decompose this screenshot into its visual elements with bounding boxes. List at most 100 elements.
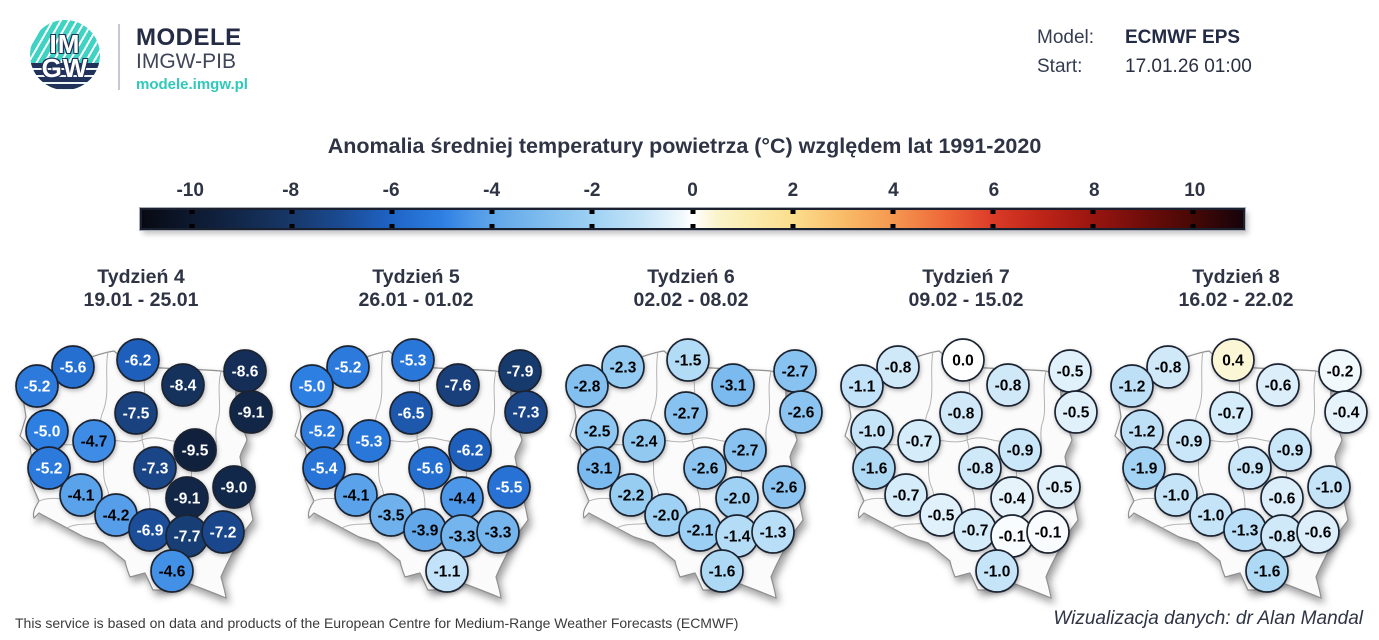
- anomaly-value: -0.9: [1007, 443, 1034, 460]
- poland-map: -2.3 -1.5 -3.1 -2.7 -2.8 -2.7 -2.6 -2.5 -2.4 -2.7…: [565, 338, 823, 621]
- colorbar-notch: [589, 210, 595, 214]
- anomaly-circle: [389, 391, 433, 435]
- anomaly-circle: [1037, 465, 1081, 509]
- anomaly-circle: [779, 390, 823, 434]
- colorbar-notch: [890, 224, 896, 228]
- anomaly-circle: [391, 338, 435, 382]
- anomaly-value: -4.4: [449, 491, 476, 508]
- anomaly-value: -0.5: [1063, 405, 1090, 422]
- anomaly-value: -1.1: [849, 379, 876, 396]
- anomaly-value: -2.6: [788, 405, 815, 422]
- anomaly-circle: [1146, 345, 1190, 389]
- anomaly-value: -1.0: [984, 564, 1011, 581]
- colorbar-tick-label: -10: [176, 180, 204, 201]
- anomaly-circle: [1211, 338, 1255, 382]
- start-value: 17.01.26 01:00: [1125, 56, 1252, 77]
- anomaly-circle: [212, 465, 256, 509]
- anomaly-circle: [1245, 549, 1289, 593]
- visualization-credit: Wizualizacja danych: dr Alan Mandal: [1053, 608, 1363, 629]
- model-value: ECMWF EPS: [1125, 27, 1241, 48]
- anomaly-circle: [290, 364, 334, 408]
- anomaly-circle: [347, 419, 391, 463]
- anomaly-value: -1.6: [861, 461, 888, 478]
- colorbar-notch: [289, 210, 295, 214]
- anomaly-circle: [1026, 510, 1070, 554]
- week-title: Tydzień 4: [97, 266, 185, 288]
- anomaly-value: -0.9: [1277, 443, 1304, 460]
- colorbar-notch: [489, 224, 495, 228]
- anomaly-value: -8.4: [170, 378, 197, 395]
- anomaly-value: -0.5: [1057, 364, 1084, 381]
- page-title: Anomalia średniej temperatury powietrza …: [327, 134, 1042, 158]
- anomaly-value: -9.0: [221, 480, 248, 497]
- colorbar-tick-label: 4: [888, 180, 899, 201]
- anomaly-value: -0.8: [995, 378, 1022, 395]
- colorbar-tick-label: 10: [1184, 180, 1206, 201]
- anomaly-value: -7.5: [123, 406, 150, 423]
- anomaly-circle: [1154, 473, 1198, 517]
- anomaly-value: -0.4: [999, 491, 1026, 508]
- week-dates: 09.02 - 15.02: [908, 289, 1024, 311]
- anomaly-circle: [408, 446, 452, 490]
- anomaly-circle: [852, 446, 896, 490]
- week-title: Tydzień 8: [1192, 266, 1280, 288]
- anomaly-value: -0.6: [1305, 525, 1332, 542]
- colorbar-tick-label: -6: [382, 180, 400, 201]
- anomaly-value: -3.1: [586, 461, 613, 478]
- anomaly-value: -2.1: [687, 523, 714, 540]
- data-attribution: This service is based on data and produc…: [15, 615, 739, 631]
- anomaly-value: -0.4: [1333, 405, 1360, 422]
- anomaly-value: -2.5: [584, 424, 611, 441]
- anomaly-value: -5.6: [60, 360, 87, 377]
- anomaly-circle: [601, 345, 645, 389]
- anomaly-circle: [666, 338, 710, 382]
- anomaly-value: -0.8: [885, 360, 912, 377]
- anomaly-value: -4.1: [68, 488, 95, 505]
- anomaly-value: -2.7: [782, 364, 809, 381]
- anomaly-circle: [1256, 363, 1300, 407]
- anomaly-circle: [1296, 510, 1340, 554]
- anomaly-circles: -0.8 0.4-0.6-0.2-1.2-0.7 -0.4-1.2-0.9-0.9-…: [1110, 338, 1368, 593]
- colorbar-ticks: -10 -8 -6 -4 -2 0 2 4 6 8 10: [140, 180, 1245, 204]
- anomaly-value: -0.2: [1327, 364, 1354, 381]
- anomaly-circle: [326, 345, 370, 389]
- anomaly-value: -1.3: [1232, 523, 1259, 540]
- colorbar-notch: [589, 224, 595, 228]
- colorbar-notch: [1190, 210, 1196, 214]
- anomaly-value: -1.6: [1254, 564, 1281, 581]
- start-row: Start: 17.01.26 01:00: [1037, 56, 1252, 78]
- anomaly-value: -6.2: [457, 443, 484, 460]
- anomaly-value: -0.5: [928, 508, 955, 525]
- model-label: Model:: [1037, 27, 1095, 48]
- anomaly-value: -0.8: [948, 406, 975, 423]
- anomaly-value: -5.5: [496, 480, 523, 497]
- week-title: Tydzień 7: [922, 266, 1010, 288]
- anomaly-value: -0.9: [1176, 434, 1203, 451]
- anomaly-value: -2.0: [653, 508, 680, 525]
- anomaly-value: -2.7: [732, 443, 759, 460]
- map-panel-week-5: Tydzień 5 26.01 - 01.02 -5.2 -5.3 -7.6 -7.9…: [287, 266, 548, 621]
- anomaly-circles: -2.3 -1.5 -3.1 -2.7 -2.8 -2.7 -2.6 -2.5 -2.4 -2.7…: [565, 338, 823, 593]
- anomaly-value: -5.4: [311, 461, 338, 478]
- anomaly-value: -1.2: [1129, 424, 1156, 441]
- anomaly-value: -2.3: [610, 360, 637, 377]
- anomaly-circles: -0.8 0.0-0.8-0.5-1.1-0.8 -0.5-1.0-0.7-0.9-…: [840, 338, 1098, 593]
- poland-map: -0.8 0.0-0.8-0.5-1.1-0.8 -0.5-1.0-0.7-0.9-…: [840, 338, 1098, 621]
- colorbar-notch: [289, 224, 295, 228]
- map-panel-week-7: Tydzień 7 09.02 - 15.02 -0.8 0.0 -0.8 -0.5-…: [837, 266, 1098, 621]
- anomaly-circle: [840, 364, 884, 408]
- colorbar-notch: [990, 210, 996, 214]
- anomaly-circle: [1228, 446, 1272, 490]
- colorbar-notch: [189, 210, 195, 214]
- anomaly-value: -0.1: [1035, 525, 1062, 542]
- anomaly-circle: [986, 363, 1030, 407]
- anomaly-circle: [229, 390, 273, 434]
- anomaly-value: -7.2: [210, 525, 237, 542]
- anomaly-circle: [751, 510, 795, 554]
- anomaly-value: -4.2: [103, 508, 130, 525]
- anomaly-circle: [116, 338, 160, 382]
- imgw-logo-im: IM: [49, 29, 81, 59]
- anomaly-circles: -5.6 -6.2 -8.4 -8.6 -5.2 -7.5 -9.1 -5.0 -4.7 -9.5…: [15, 338, 273, 593]
- map-panel-week-6: Tydzień 6 02.02 - 08.02 -2.3 -1.5 -3.1 -2.7…: [562, 266, 823, 621]
- anomaly-circle: [487, 465, 531, 509]
